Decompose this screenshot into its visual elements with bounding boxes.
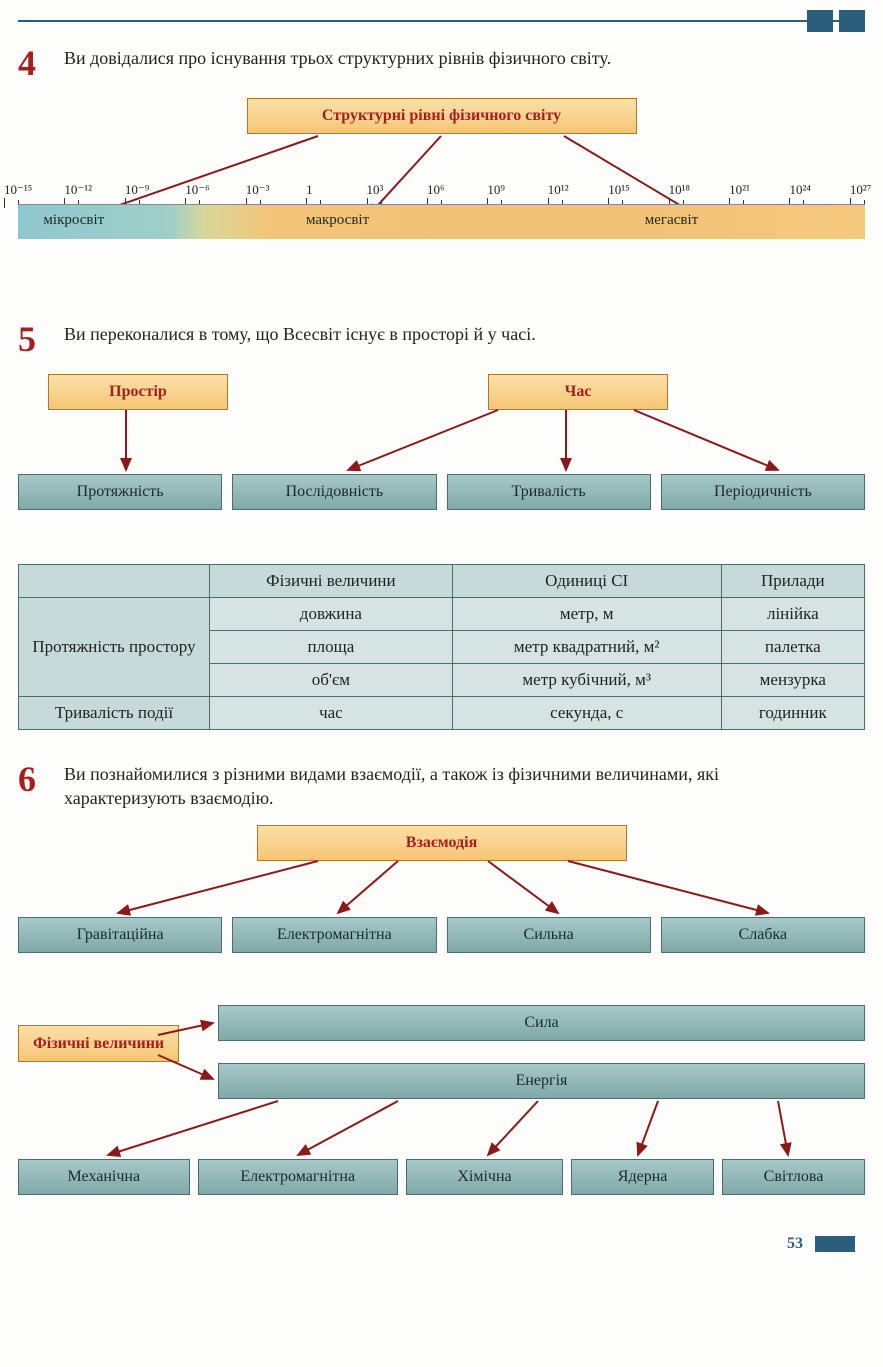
child-box: Протяжність: [18, 474, 222, 510]
child-box: Періодичність: [661, 474, 865, 510]
table-row: Протяжність простору довжина метр, м лін…: [19, 598, 865, 631]
tick-label: 1: [306, 182, 307, 198]
section-number: 6: [18, 758, 60, 800]
table-cell: годинник: [721, 697, 864, 730]
region-mega: мегасвіт: [645, 212, 698, 229]
table-cell: метр квадратний, м²: [452, 631, 721, 664]
table-cell: мензурка: [721, 664, 864, 697]
tick-label: 10³: [367, 182, 368, 198]
scale-gradient: [18, 204, 865, 239]
interaction-child: Електромагнітна: [232, 917, 436, 953]
tick-label: 10⁻¹²: [64, 182, 65, 198]
table-cell: палетка: [721, 631, 864, 664]
textbook-page: 4 Ви довідалися про існування трьох стру…: [0, 0, 883, 1263]
interaction-child: Слабка: [661, 917, 865, 953]
physical-quantities-diagram: Фізичні величини Сила Енергія: [18, 1005, 865, 1205]
section-text: Ви довідалися про існування трьох структ…: [64, 42, 844, 70]
tick-label: 10²¹: [729, 182, 730, 198]
section-number: 5: [18, 318, 60, 360]
structural-levels-diagram: Структурні рівні фізичного світу 10⁻¹⁵ 1…: [18, 98, 865, 288]
page-number: 53: [787, 1235, 803, 1252]
child-box: Послідовність: [232, 474, 436, 510]
page-number-bar: [815, 1236, 855, 1252]
phys-quantities-box: Фізичні величини: [18, 1025, 179, 1062]
physics-quantities-table: Фізичні величини Одиниці СІ Прилади Прот…: [18, 564, 865, 730]
structural-levels-title: Структурні рівні фізичного світу: [247, 98, 637, 134]
child-box: Тривалість: [447, 474, 651, 510]
scale-bar: 10⁻¹⁵ 10⁻¹² 10⁻⁹ 10⁻⁶ 10⁻³ 1 10³ 10⁶ 10⁹…: [18, 184, 865, 254]
table-row: Тривалість події час секунда, с годинник: [19, 697, 865, 730]
tick-label: 10¹⁸: [669, 182, 670, 198]
table-cell: площа: [210, 631, 453, 664]
tick-label: 10¹²: [548, 182, 549, 198]
top-rule: [18, 20, 865, 22]
energy-box: Енергія: [218, 1063, 865, 1099]
interaction-child: Сильна: [447, 917, 651, 953]
table-cell: метр кубічний, м³: [452, 664, 721, 697]
page-number-row: 53: [18, 1235, 865, 1253]
tick-label: 10⁹: [487, 182, 488, 198]
scale-ticks: 10⁻¹⁵ 10⁻¹² 10⁻⁹ 10⁻⁶ 10⁻³ 1 10³ 10⁶ 10⁹…: [18, 184, 865, 206]
section-text: Ви познайомилися з різними видами взаємо…: [64, 758, 844, 811]
interaction-title: Взаємодія: [257, 825, 627, 861]
interaction-diagram: Взаємодія Гравітаційна Електромагнітна С…: [18, 825, 865, 975]
tick-label: 10²⁴: [789, 182, 790, 198]
time-box: Час: [488, 374, 668, 410]
section-6: 6 Ви познайомилися з різними видами взає…: [18, 758, 865, 1205]
top-corner-marker: [807, 10, 865, 32]
table-header: Одиниці СІ: [452, 565, 721, 598]
tick-label: 10⁻³: [246, 182, 247, 198]
tick-label: 10²⁷: [850, 182, 851, 198]
table-header-row: Фізичні величини Одиниці СІ Прилади: [19, 565, 865, 598]
energy-child: Механічна: [18, 1159, 190, 1195]
tick-label: 10⁻⁹: [125, 182, 126, 198]
table-header: Прилади: [721, 565, 864, 598]
table-header: [19, 565, 210, 598]
force-box: Сила: [218, 1005, 865, 1041]
tick-label: 10⁻⁶: [185, 182, 186, 198]
section-text: Ви переконалися в тому, що Всесвіт існує…: [64, 318, 844, 346]
region-macro: макросвіт: [306, 212, 369, 229]
table-cell: лінійка: [721, 598, 864, 631]
energy-child: Хімічна: [406, 1159, 563, 1195]
section-5: 5 Ви переконалися в тому, що Всесвіт існ…: [18, 318, 865, 730]
table-header: Фізичні величини: [210, 565, 453, 598]
tick-label: 10¹⁵: [608, 182, 609, 198]
space-time-diagram: Простір Час Протяжність Послідовність: [18, 374, 865, 534]
space-box: Простір: [48, 374, 228, 410]
interaction-child: Гравітаційна: [18, 917, 222, 953]
energy-child: Електромагнітна: [198, 1159, 398, 1195]
table-cell: об'єм: [210, 664, 453, 697]
row-group-head: Тривалість події: [19, 697, 210, 730]
table-cell: довжина: [210, 598, 453, 631]
tick-label: 10⁻¹⁵: [4, 182, 5, 198]
table-cell: час: [210, 697, 453, 730]
energy-child: Світлова: [722, 1159, 865, 1195]
table-cell: секунда, с: [452, 697, 721, 730]
region-micro: мікросвіт: [43, 212, 104, 229]
tick-label: 10⁶: [427, 182, 428, 198]
section-4: 4 Ви довідалися про існування трьох стру…: [18, 42, 865, 288]
row-group-head: Протяжність простору: [19, 598, 210, 697]
section-number: 4: [18, 42, 60, 84]
table-cell: метр, м: [452, 598, 721, 631]
energy-child: Ядерна: [571, 1159, 714, 1195]
